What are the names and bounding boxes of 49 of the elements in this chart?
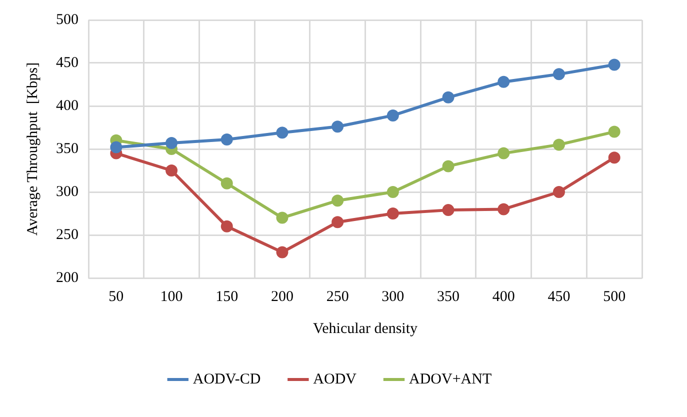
y-tick-label: 500 <box>56 12 78 28</box>
point <box>442 160 454 172</box>
legend-label: AODV <box>313 371 357 388</box>
legend-label: AODV-CD <box>192 371 261 388</box>
y-tick-label: 450 <box>56 54 78 71</box>
point <box>608 126 620 138</box>
point <box>166 164 178 176</box>
point <box>442 91 454 104</box>
y-tick-label: 350 <box>56 140 78 157</box>
point <box>220 220 233 232</box>
x-tick-label: 50 <box>108 288 124 305</box>
point <box>386 208 399 220</box>
point <box>276 212 288 224</box>
x-tick-label: 450 <box>548 288 570 305</box>
x-tick-label: 350 <box>437 288 460 305</box>
point <box>498 76 510 88</box>
point <box>498 203 510 216</box>
y-tick-label: 300 <box>56 184 78 200</box>
point <box>552 138 565 151</box>
x-axis-title: Vehicular density <box>312 320 418 337</box>
x-tick-label: 500 <box>603 288 626 305</box>
x-tick-label: 250 <box>326 288 349 305</box>
x-tick-label: 100 <box>160 288 183 305</box>
point <box>276 246 288 258</box>
point <box>110 141 122 154</box>
point <box>608 58 620 71</box>
y-tick-label: 400 <box>56 98 78 114</box>
point <box>386 109 399 122</box>
point <box>166 136 178 149</box>
point <box>220 177 233 190</box>
y-axis-title: Average Throughput [Kbps] <box>24 62 41 236</box>
y-tick-label: 200 <box>56 270 78 286</box>
point <box>442 204 454 216</box>
legend-label: ADOV+ANT <box>409 371 492 388</box>
x-tick-label: 200 <box>270 288 294 305</box>
point <box>386 186 399 198</box>
x-tick-label: 300 <box>382 288 404 305</box>
point <box>552 68 565 80</box>
point <box>332 216 344 228</box>
point <box>608 152 620 164</box>
x-tick-label: 400 <box>492 288 515 305</box>
point <box>498 147 510 160</box>
point <box>220 134 233 146</box>
y-tick-label: 250 <box>56 226 78 243</box>
point <box>276 126 288 139</box>
point <box>552 186 565 198</box>
point <box>332 194 344 207</box>
point <box>332 120 344 133</box>
x-tick-label: 150 <box>216 288 238 305</box>
